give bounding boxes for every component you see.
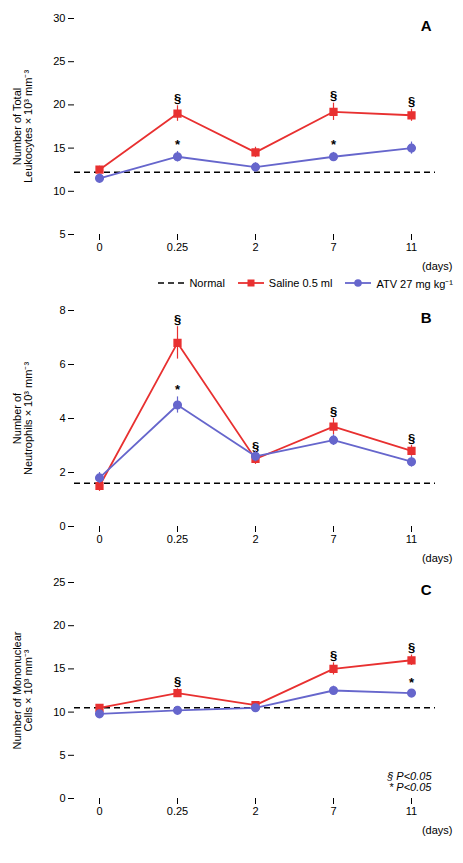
svg-text:2: 2 — [252, 241, 258, 253]
svg-text:7: 7 — [330, 805, 336, 817]
svg-text:10: 10 — [53, 706, 65, 718]
svg-text:7: 7 — [330, 533, 336, 545]
svg-text:(days): (days) — [422, 260, 453, 272]
svg-text:§: § — [408, 640, 415, 655]
svg-text:Number of TotalLeukocytes × 10: Number of TotalLeukocytes × 10³ mm⁻³ — [11, 70, 34, 183]
svg-text:§: § — [330, 648, 337, 663]
svg-text:15: 15 — [53, 142, 65, 154]
html-text:ATV 27 mg kg⁻¹: ATV 27 mg kg⁻¹ — [376, 277, 453, 290]
svg-text:8: 8 — [59, 304, 65, 316]
svg-text:0: 0 — [96, 533, 102, 545]
svg-text:2: 2 — [252, 805, 258, 817]
svg-text:Number of MononuclearCells × 1: Number of MononuclearCells × 10³ mm⁻³ — [11, 631, 34, 749]
svg-text:§: § — [408, 431, 415, 446]
svg-text:0.25: 0.25 — [167, 241, 188, 253]
svg-text:5: 5 — [59, 228, 65, 240]
html-text:Saline 0.5 ml: Saline 0.5 ml — [268, 277, 333, 289]
svg-text:7: 7 — [330, 241, 336, 253]
svg-text:2: 2 — [252, 533, 258, 545]
svg-text:2: 2 — [59, 466, 65, 478]
svg-text:C: C — [421, 581, 432, 598]
svg-text:§: § — [330, 404, 337, 419]
svg-text:0: 0 — [59, 792, 65, 804]
svg-text:Number ofNeutrophils × 10³ mm⁻: Number ofNeutrophils × 10³ mm⁻³ — [11, 362, 34, 475]
svg-text:A: A — [421, 17, 432, 34]
svg-text:§: § — [408, 94, 415, 109]
svg-text:25: 25 — [53, 55, 65, 67]
html-text:Normal: Normal — [189, 277, 225, 289]
svg-text:0.25: 0.25 — [167, 805, 188, 817]
svg-text:0.25: 0.25 — [167, 533, 188, 545]
svg-text:0: 0 — [59, 520, 65, 532]
svg-text:*: * — [175, 137, 181, 152]
svg-text:(days): (days) — [422, 552, 453, 564]
svg-text:10: 10 — [53, 185, 65, 197]
svg-text:20: 20 — [53, 98, 65, 110]
svg-text:6: 6 — [59, 358, 65, 370]
svg-text:§: § — [330, 88, 337, 103]
svg-text:§: § — [174, 91, 181, 106]
svg-text:§ P<0.05* P<0.05: § P<0.05* P<0.05 — [386, 770, 432, 793]
svg-text:20: 20 — [53, 619, 65, 631]
svg-text:§: § — [174, 312, 181, 327]
svg-text:11: 11 — [406, 241, 417, 253]
svg-text:§: § — [174, 674, 181, 689]
svg-text:0: 0 — [96, 241, 102, 253]
svg-text:30: 30 — [53, 12, 65, 24]
svg-text:5: 5 — [59, 749, 65, 761]
svg-text:11: 11 — [406, 805, 417, 817]
svg-text:(days): (days) — [422, 824, 453, 836]
svg-text:4: 4 — [59, 412, 65, 424]
svg-text:11: 11 — [406, 533, 417, 545]
svg-text:B: B — [421, 309, 432, 326]
svg-text:15: 15 — [53, 662, 65, 674]
svg-text:*: * — [409, 675, 415, 690]
svg-text:25: 25 — [53, 576, 65, 588]
svg-text:0: 0 — [96, 805, 102, 817]
svg-text:*: * — [331, 137, 337, 152]
svg-text:*: * — [175, 382, 181, 397]
